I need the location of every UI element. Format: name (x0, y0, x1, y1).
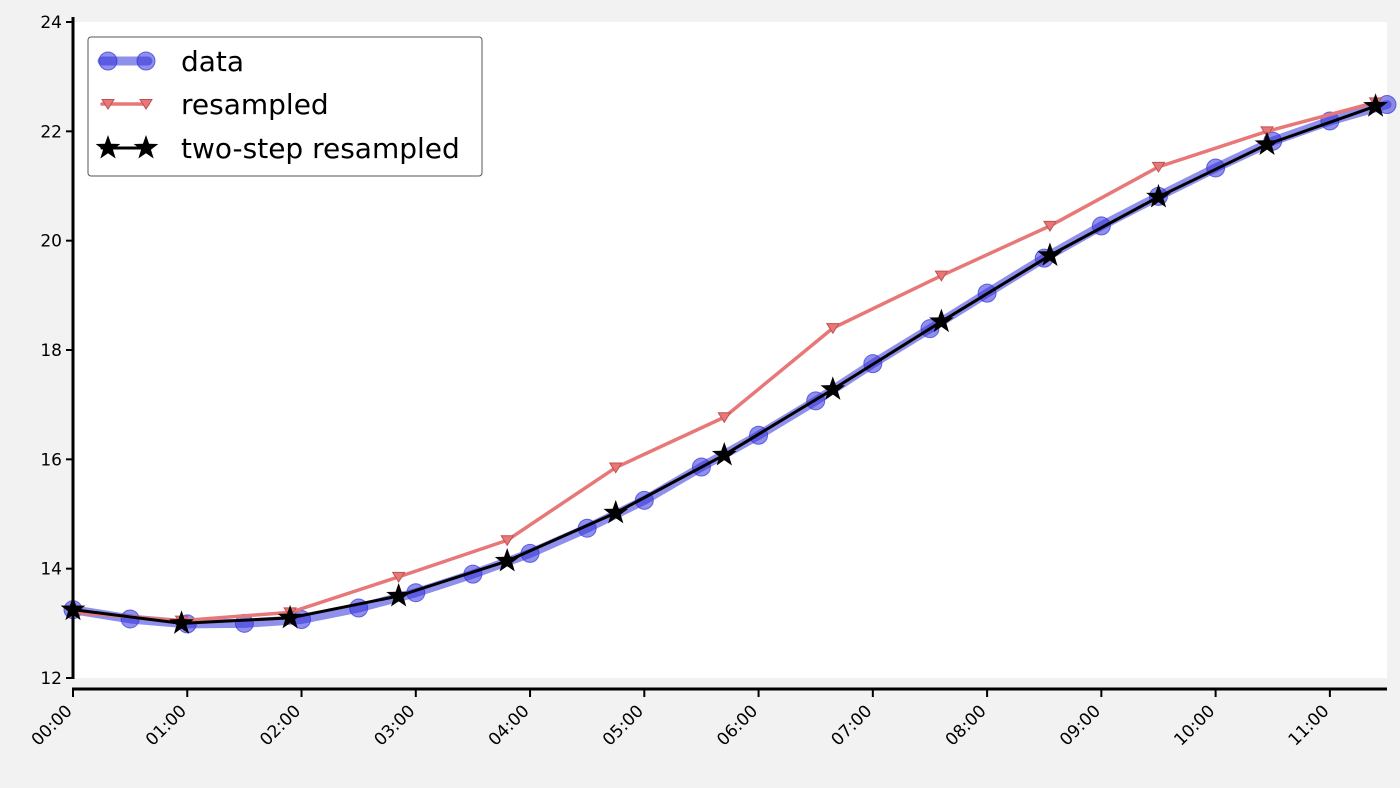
series-layer (60, 93, 1397, 634)
legend-label: data (181, 45, 244, 78)
y-tick-label: 12 (40, 669, 62, 689)
data-point (711, 441, 737, 466)
data-point (1254, 131, 1280, 155)
x-tick-label: 11:00 (1285, 701, 1334, 750)
x-tick-label: 08:00 (942, 701, 991, 750)
x-tick-label: 06:00 (713, 701, 762, 750)
data-point (169, 610, 194, 634)
data-point (391, 571, 406, 583)
data-point (1037, 242, 1063, 266)
legend-marker (139, 99, 153, 111)
legend-item: data (97, 45, 244, 78)
x-tick-label: 10:00 (1170, 701, 1219, 750)
x-tick-label: 00:00 (28, 701, 77, 750)
legend-label: resampled (181, 88, 329, 121)
data-point (820, 376, 846, 400)
data-point (608, 462, 623, 474)
data-point (386, 583, 412, 607)
x-tick-label: 09:00 (1056, 701, 1105, 750)
data-point (500, 535, 515, 547)
y-tick-label: 16 (40, 450, 62, 470)
data-point (277, 604, 303, 629)
data-point (929, 308, 954, 333)
legend-box (87, 36, 483, 177)
x-tick-label: 05:00 (599, 701, 648, 750)
x-tick-label: 04:00 (485, 701, 534, 750)
legend-item: two-step resampled (95, 132, 460, 165)
data-point (1151, 161, 1166, 173)
legend: data resampled two-step resampled (87, 36, 483, 177)
data-point (1043, 220, 1057, 232)
y-tick-label: 20 (40, 232, 62, 252)
legend-marker (95, 135, 121, 159)
legend-marker (101, 99, 115, 111)
data-point (494, 548, 520, 572)
y-tick-label: 24 (40, 13, 62, 33)
x-tick-label: 02:00 (256, 701, 305, 750)
legend-item: resampled (100, 88, 329, 121)
x-tick-label: 07:00 (828, 701, 877, 750)
legend-marker (136, 51, 156, 71)
y-tick-label: 18 (40, 341, 62, 361)
legend-label: two-step resampled (181, 132, 460, 165)
data-point (603, 499, 629, 524)
legend-marker (98, 51, 118, 71)
data-point (934, 270, 949, 282)
data-point (717, 412, 732, 424)
legend-marker (133, 135, 159, 159)
data-point (1363, 93, 1388, 117)
x-tick-label: 03:00 (371, 701, 420, 750)
data-point (825, 323, 840, 335)
y-tick-label: 22 (40, 122, 62, 142)
data-point (1146, 183, 1171, 208)
x-tick-label: 01:00 (142, 701, 191, 750)
y-tick-label: 14 (40, 560, 62, 580)
